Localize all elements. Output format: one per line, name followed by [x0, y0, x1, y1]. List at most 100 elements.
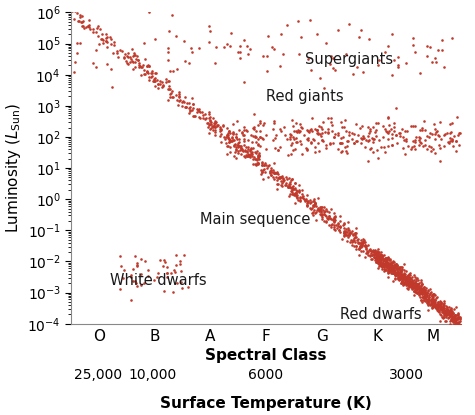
Point	[291, 179, 298, 186]
Point	[129, 65, 136, 72]
Point	[349, 71, 357, 78]
Point	[431, 135, 439, 142]
Point	[372, 259, 380, 265]
Point	[232, 144, 240, 151]
Point	[242, 144, 250, 150]
Point	[398, 272, 405, 278]
Point	[356, 244, 363, 251]
Point	[411, 284, 418, 290]
Point	[290, 183, 297, 189]
Point	[446, 308, 453, 315]
Point	[440, 300, 448, 307]
Point	[289, 189, 296, 195]
Point	[399, 273, 407, 280]
Point	[348, 129, 355, 136]
Point	[384, 254, 391, 261]
Point	[345, 232, 352, 239]
Point	[251, 161, 259, 168]
Point	[263, 164, 270, 171]
Point	[283, 182, 290, 189]
Point	[431, 297, 439, 303]
Point	[454, 322, 461, 329]
Point	[283, 22, 291, 28]
Point	[330, 214, 337, 221]
Point	[428, 299, 435, 305]
Point	[446, 135, 454, 142]
Point	[366, 253, 373, 259]
Point	[445, 311, 453, 318]
Point	[380, 266, 388, 273]
Point	[296, 138, 304, 145]
Point	[271, 170, 279, 176]
Point	[417, 288, 424, 295]
Point	[78, 19, 86, 26]
Point	[250, 153, 257, 160]
Point	[356, 251, 363, 258]
Point	[450, 316, 457, 323]
Point	[317, 206, 324, 213]
Point	[406, 284, 413, 291]
Point	[373, 251, 381, 258]
Point	[415, 285, 423, 291]
Point	[365, 248, 372, 255]
Point	[334, 221, 342, 228]
Point	[424, 288, 431, 294]
Point	[340, 230, 348, 237]
Point	[448, 314, 456, 320]
Point	[331, 217, 338, 224]
Point	[404, 285, 411, 292]
Point	[449, 312, 456, 319]
Point	[356, 246, 363, 252]
Point	[437, 136, 445, 142]
Point	[448, 137, 456, 144]
Point	[390, 268, 398, 275]
Point	[308, 67, 315, 73]
Point	[328, 122, 336, 129]
Point	[189, 104, 196, 111]
Point	[337, 139, 344, 146]
Point	[395, 277, 403, 283]
Point	[392, 132, 399, 139]
Point	[144, 272, 152, 279]
Point	[353, 63, 361, 70]
Point	[391, 276, 399, 283]
Point	[279, 50, 287, 57]
Point	[241, 148, 249, 154]
Point	[270, 168, 277, 175]
Point	[137, 72, 145, 78]
Point	[443, 303, 450, 310]
Point	[391, 263, 399, 270]
Point	[352, 232, 359, 238]
Point	[429, 294, 437, 300]
Point	[397, 266, 405, 273]
Point	[320, 209, 328, 215]
Point	[422, 294, 429, 300]
Point	[424, 300, 432, 306]
Point	[121, 53, 128, 60]
Point	[337, 134, 345, 141]
Point	[381, 149, 389, 155]
Point	[426, 44, 434, 50]
Point	[377, 252, 384, 259]
Point	[386, 263, 394, 270]
Point	[382, 258, 390, 265]
Point	[429, 291, 437, 298]
Point	[438, 306, 446, 312]
Point	[379, 253, 386, 260]
Point	[365, 247, 372, 254]
Point	[148, 73, 155, 79]
Point	[424, 290, 431, 297]
Point	[378, 252, 386, 259]
Point	[436, 307, 443, 314]
Point	[381, 49, 389, 56]
Point	[295, 188, 303, 194]
Point	[454, 312, 461, 319]
Point	[336, 139, 343, 146]
Point	[130, 53, 137, 59]
Point	[385, 261, 393, 268]
Point	[86, 16, 93, 23]
Point	[311, 199, 319, 206]
Point	[429, 290, 437, 297]
Point	[226, 139, 233, 145]
Point	[409, 280, 417, 287]
